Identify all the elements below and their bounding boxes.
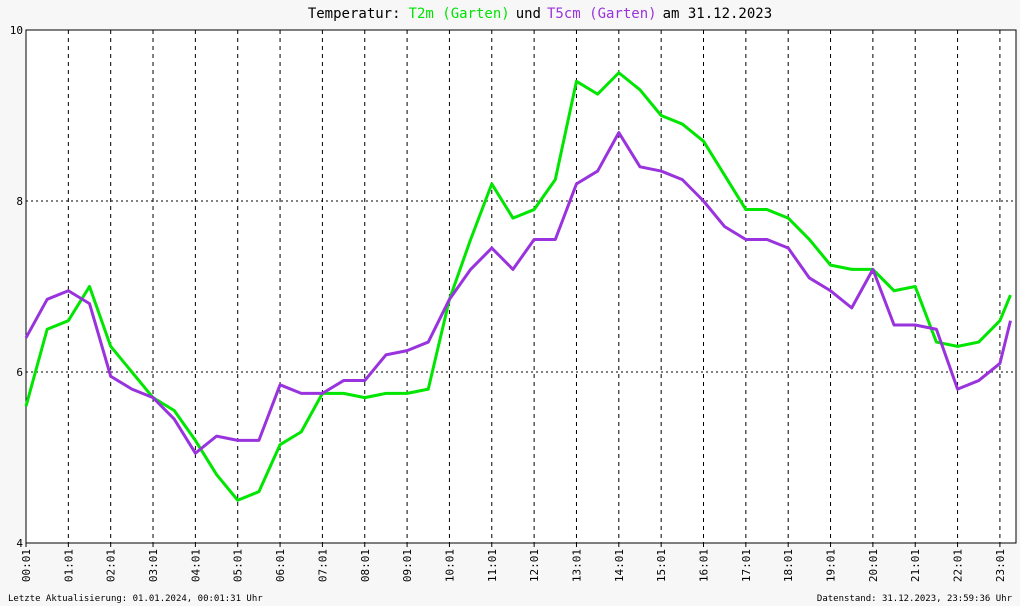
x-tick-label: 11:01 — [486, 549, 499, 582]
x-tick-label: 04:01 — [189, 549, 202, 582]
x-tick-label: 00:01 — [20, 549, 33, 582]
legend-entry: T5cm (Garten) — [547, 6, 657, 22]
series-line — [24, 131, 1012, 455]
x-tick-label: 20:01 — [867, 549, 880, 582]
x-tick-label: 10:01 — [443, 549, 456, 582]
chart-title: Temperatur: T2m (Garten) und T5cm (Garten) a… — [308, 6, 772, 22]
x-tick-label: 16:01 — [698, 549, 711, 582]
x-tick-label: 23:01 — [994, 549, 1007, 582]
x-tick-label: 02:01 — [105, 549, 118, 582]
y-tick-label: 8 — [16, 195, 23, 208]
x-tick-label: 17:01 — [740, 549, 753, 582]
plot-frame — [25, 29, 1017, 544]
x-tick-label: 08:01 — [359, 549, 372, 582]
y-tick-label: 4 — [16, 537, 23, 550]
series-line — [24, 71, 1012, 502]
title-join: und — [516, 6, 541, 22]
footer-right: Datenstand: 31.12.2023, 23:59:36 Uhr — [817, 594, 1013, 604]
x-tick-label: 21:01 — [909, 549, 922, 582]
y-tick-label: 10 — [10, 24, 23, 37]
title-end: am 31.12.2023 — [663, 6, 773, 22]
x-tick-label: 07:01 — [316, 549, 329, 582]
x-tick-label: 19:01 — [825, 549, 838, 582]
x-tick-label: 18:01 — [782, 549, 795, 582]
x-tick-label: 03:01 — [147, 549, 160, 582]
x-tick-label: 06:01 — [274, 549, 287, 582]
footer-left: Letzte Aktualisierung: 01.01.2024, 00:01… — [8, 594, 263, 604]
x-tick-label: 22:01 — [952, 549, 965, 582]
x-tick-label: 12:01 — [528, 549, 541, 582]
x-tick-label: 13:01 — [570, 549, 583, 582]
plot-area — [26, 30, 1016, 543]
x-tick-label: 15:01 — [655, 549, 668, 582]
title-start: Temperatur: — [308, 6, 401, 22]
x-tick-label: 14:01 — [613, 549, 626, 582]
x-tick-label: 05:01 — [232, 549, 245, 582]
x-tick-label: 09:01 — [401, 549, 414, 582]
y-tick-label: 6 — [16, 366, 23, 379]
x-tick-label: 01:01 — [62, 549, 75, 582]
legend-entry: T2m (Garten) — [409, 6, 510, 22]
